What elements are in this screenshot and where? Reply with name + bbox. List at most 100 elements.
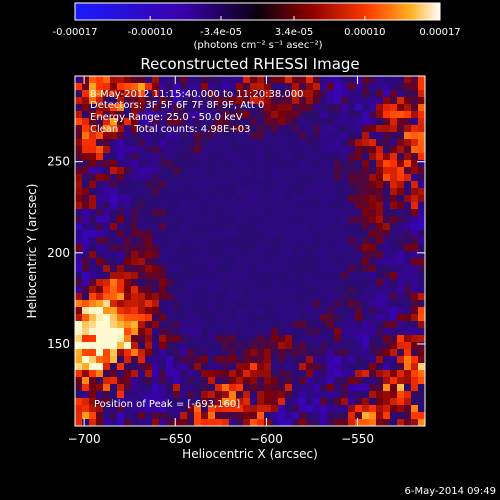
heatmap-cell [299,139,307,147]
heatmap-cell [166,314,174,322]
heatmap-cell [278,265,286,273]
footer-date: 6-May-2014 09:49 [404,486,496,497]
heatmap-cell [110,384,118,392]
heatmap-cell [138,384,146,392]
heatmap-cell [236,405,244,413]
heatmap-cell [124,132,132,140]
heatmap-cell [418,335,425,343]
heatmap-cell [313,328,321,336]
heatmap-cell [306,160,314,168]
heatmap-cell [418,293,425,301]
heatmap-cell [383,111,391,119]
heatmap-cell [292,188,300,196]
heatmap-cell [159,188,167,196]
heatmap-cell [110,307,118,315]
heatmap-cell [117,125,125,133]
heatmap-cell [138,363,146,371]
heatmap-cell [369,174,377,182]
heatmap-cell [404,97,412,105]
heatmap-cell [243,265,251,273]
heatmap-cell [215,216,223,224]
heatmap-cell [264,265,272,273]
heatmap-cell [187,237,195,245]
heatmap-cell [75,307,83,315]
heatmap-cell [173,384,181,392]
heatmap-cell [194,349,202,357]
heatmap-cell [187,125,195,133]
heatmap-cell [159,83,167,91]
heatmap-cell [341,391,349,399]
heatmap-cell [418,125,425,133]
heatmap-cell [124,251,132,259]
heatmap-cell [138,286,146,294]
heatmap-cell [341,370,349,378]
heatmap-cell [180,111,188,119]
heatmap-cell [362,356,370,364]
heatmap-cell [362,265,370,273]
heatmap-cell [124,111,132,119]
heatmap-cell [138,111,146,119]
heatmap-cell [138,419,146,426]
heatmap-cell [215,244,223,252]
heatmap-cell [103,391,111,399]
heatmap-cell [306,118,314,126]
heatmap-cell [159,97,167,105]
heatmap-cell [383,300,391,308]
heatmap-cell [418,132,425,140]
heatmap-cell [271,300,279,308]
heatmap-cell [334,398,342,406]
heatmap-cell [327,377,335,385]
heatmap-cell [313,321,321,329]
heatmap-cell [376,356,384,364]
heatmap-cell [334,76,342,84]
heatmap-cell [250,244,258,252]
heatmap-cell [180,237,188,245]
heatmap-cell [215,384,223,392]
heatmap-cell [383,391,391,399]
heatmap-cell [292,237,300,245]
heatmap-cell [187,167,195,175]
heatmap-cell [271,363,279,371]
heatmap-cell [376,321,384,329]
heatmap-cell [264,153,272,161]
heatmap-cell [82,265,90,273]
heatmap-cell [124,90,132,98]
heatmap-cell [278,258,286,266]
heatmap-cell [369,300,377,308]
heatmap-cell [376,342,384,350]
heatmap-cell [355,146,363,154]
heatmap-cell [131,244,139,252]
heatmap-cell [75,160,83,168]
heatmap-cell [264,132,272,140]
heatmap-cell [362,111,370,119]
heatmap-cell [117,377,125,385]
heatmap-cell [131,139,139,147]
heatmap-cell [250,146,258,154]
heatmap-cell [271,209,279,217]
heatmap-cell [390,384,398,392]
heatmap-cell [229,265,237,273]
heatmap-cell [82,83,90,91]
heatmap-cell [404,181,412,189]
heatmap-cell [320,111,328,119]
heatmap-cell [159,111,167,119]
heatmap-cell [369,307,377,315]
heatmap-cell [173,104,181,112]
heatmap-cell [194,307,202,315]
heatmap-cell [173,195,181,203]
heatmap-cell [236,363,244,371]
heatmap-cell [96,97,104,105]
heatmap-cell [75,111,83,119]
heatmap-cell [215,328,223,336]
heatmap-cell [152,335,160,343]
heatmap-cell [397,342,405,350]
heatmap-cell [222,265,230,273]
heatmap-cell [278,237,286,245]
heatmap-cell [194,104,202,112]
heatmap-cell [75,132,83,140]
heatmap-cell [411,265,419,273]
heatmap-cell [278,370,286,378]
heatmap-cell [292,139,300,147]
heatmap-cell [138,405,146,413]
heatmap-cell [89,286,97,294]
